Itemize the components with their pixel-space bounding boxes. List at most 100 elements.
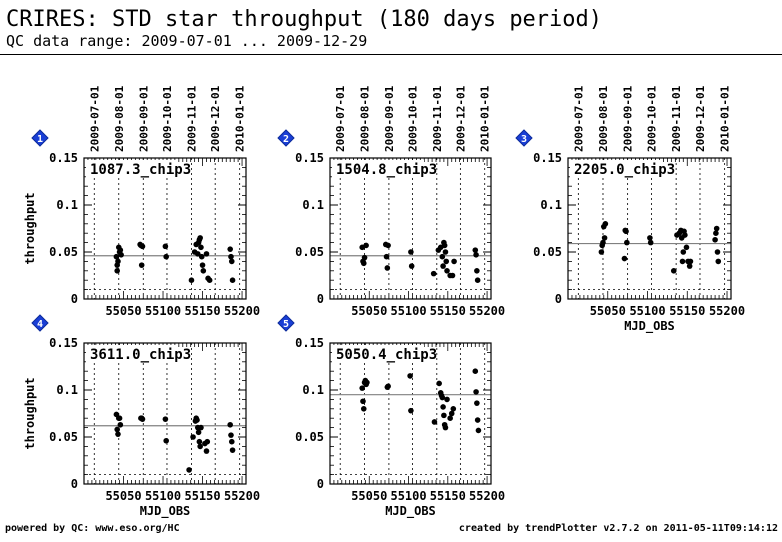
- chart-panel-3: 0 0.05 0.1 0.15 55050 55100 55150 55200 2009-07-…: [515, 85, 745, 334]
- data-point: [360, 406, 367, 412]
- data-point: [227, 421, 233, 428]
- panel-label: 5050.4_chip3: [336, 347, 437, 363]
- data-point: [441, 242, 448, 249]
- y-tick-label: 0: [317, 477, 324, 491]
- data-point: [203, 448, 210, 454]
- x-axis-label: MJD_OBS: [624, 319, 675, 334]
- data-point: [360, 398, 366, 405]
- data-point: [473, 389, 479, 395]
- x-tick-label: 55150: [430, 489, 466, 503]
- data-point: [602, 221, 609, 227]
- page-subtitle: QC data range: 2009-07-01 ... 2009-12-29: [6, 32, 368, 50]
- data-point: [115, 431, 121, 437]
- x-tick-label: 55150: [430, 304, 466, 318]
- data-point: [118, 252, 124, 258]
- data-point: [408, 249, 414, 255]
- data-point: [647, 239, 654, 246]
- y-tick-label: 0.15: [295, 151, 324, 165]
- data-point: [451, 258, 457, 265]
- date-tick-label: 2009-11-01: [431, 85, 444, 152]
- date-tick-label: 2010-01-01: [479, 85, 492, 152]
- x-tick-label: 55150: [669, 304, 705, 318]
- x-axis-label: MJD_OBS: [385, 504, 436, 519]
- data-point: [670, 268, 677, 274]
- data-point: [197, 443, 203, 450]
- data-point: [687, 258, 694, 265]
- footer-credit: powered by QC: www.eso.org/HC: [5, 523, 180, 534]
- data-point: [474, 400, 480, 406]
- data-point: [680, 249, 687, 255]
- data-point: [360, 260, 367, 267]
- date-tick-label: 2009-09-01: [622, 85, 635, 152]
- x-tick-label: 55050: [590, 304, 626, 318]
- y-tick-label: 0: [71, 477, 78, 491]
- x-tick-label: 55050: [105, 304, 141, 318]
- data-point: [115, 258, 121, 265]
- panel-label: 1087.3_chip3: [90, 162, 191, 178]
- plot-frame: [329, 342, 492, 485]
- data-point: [431, 419, 438, 425]
- data-point: [472, 368, 479, 375]
- data-point: [114, 268, 120, 274]
- date-tick-label: 2010-01-01: [234, 85, 247, 152]
- data-point: [713, 225, 720, 232]
- chart-panel-4: 0 0.05 0.1 0.15 55050 55100 55150 55200 3611.0_c…: [23, 314, 260, 519]
- data-point: [198, 424, 204, 431]
- data-point: [474, 268, 480, 274]
- y-tick-label: 0.05: [295, 245, 324, 259]
- date-tick-label: 2009-08-01: [359, 85, 372, 152]
- date-tick-label: 2009-10-01: [645, 85, 658, 152]
- y-tick-label: 0.1: [540, 198, 562, 212]
- panel-label-bg: [86, 345, 178, 363]
- data-point: [444, 396, 450, 403]
- date-tick-label: 2009-08-01: [113, 85, 126, 152]
- date-tick-label: 2009-12-01: [209, 85, 222, 152]
- data-point: [195, 429, 202, 436]
- data-point: [598, 249, 605, 255]
- x-tick-label: 55100: [390, 304, 426, 318]
- data-point: [203, 251, 210, 257]
- y-tick-label: 0.15: [533, 151, 562, 165]
- y-tick-label: 0.1: [302, 383, 324, 397]
- date-tick-label: 2009-10-01: [406, 85, 419, 152]
- data-point: [600, 239, 606, 246]
- panel-badge-icon: [31, 314, 49, 332]
- data-point: [139, 416, 146, 422]
- data-point: [116, 415, 123, 422]
- chart-panel-1: 0 0.05 0.1 0.15 55050 55100 55150 55200 2009-07-…: [23, 85, 260, 318]
- data-point: [163, 253, 169, 260]
- data-point: [228, 438, 235, 445]
- data-point: [204, 438, 211, 445]
- data-point: [440, 404, 446, 410]
- data-point: [385, 242, 391, 249]
- panel-badge-label: 5: [283, 319, 289, 330]
- x-tick-label: 55200: [224, 489, 260, 503]
- panel-label-bg: [332, 345, 424, 363]
- y-tick-label: 0.15: [49, 336, 78, 350]
- data-point: [163, 437, 169, 444]
- y-tick-label: 0.1: [56, 198, 78, 212]
- data-point: [229, 447, 236, 453]
- data-point: [441, 412, 447, 419]
- data-point: [601, 235, 608, 241]
- data-point: [113, 253, 120, 260]
- date-tick-label: 2009-07-01: [572, 85, 585, 152]
- page-title: CRIRES: STD star throughput (180 days pe…: [6, 7, 603, 32]
- data-point: [682, 232, 688, 238]
- y-tick-label: 0.15: [49, 151, 78, 165]
- data-point: [188, 277, 195, 284]
- y-tick-label: 0.05: [49, 245, 78, 259]
- x-tick-label: 55150: [184, 489, 220, 503]
- x-tick-label: 55150: [184, 304, 220, 318]
- y-tick-label: 0: [71, 292, 78, 306]
- data-point: [712, 236, 718, 243]
- data-point: [679, 258, 686, 265]
- data-point: [442, 424, 449, 431]
- panel-badge-icon: [515, 129, 533, 147]
- plot-frame: [83, 342, 247, 485]
- data-point: [200, 268, 207, 274]
- data-point: [196, 438, 203, 445]
- panel-label-bg: [86, 160, 178, 178]
- data-point: [194, 251, 201, 257]
- data-point: [228, 253, 234, 260]
